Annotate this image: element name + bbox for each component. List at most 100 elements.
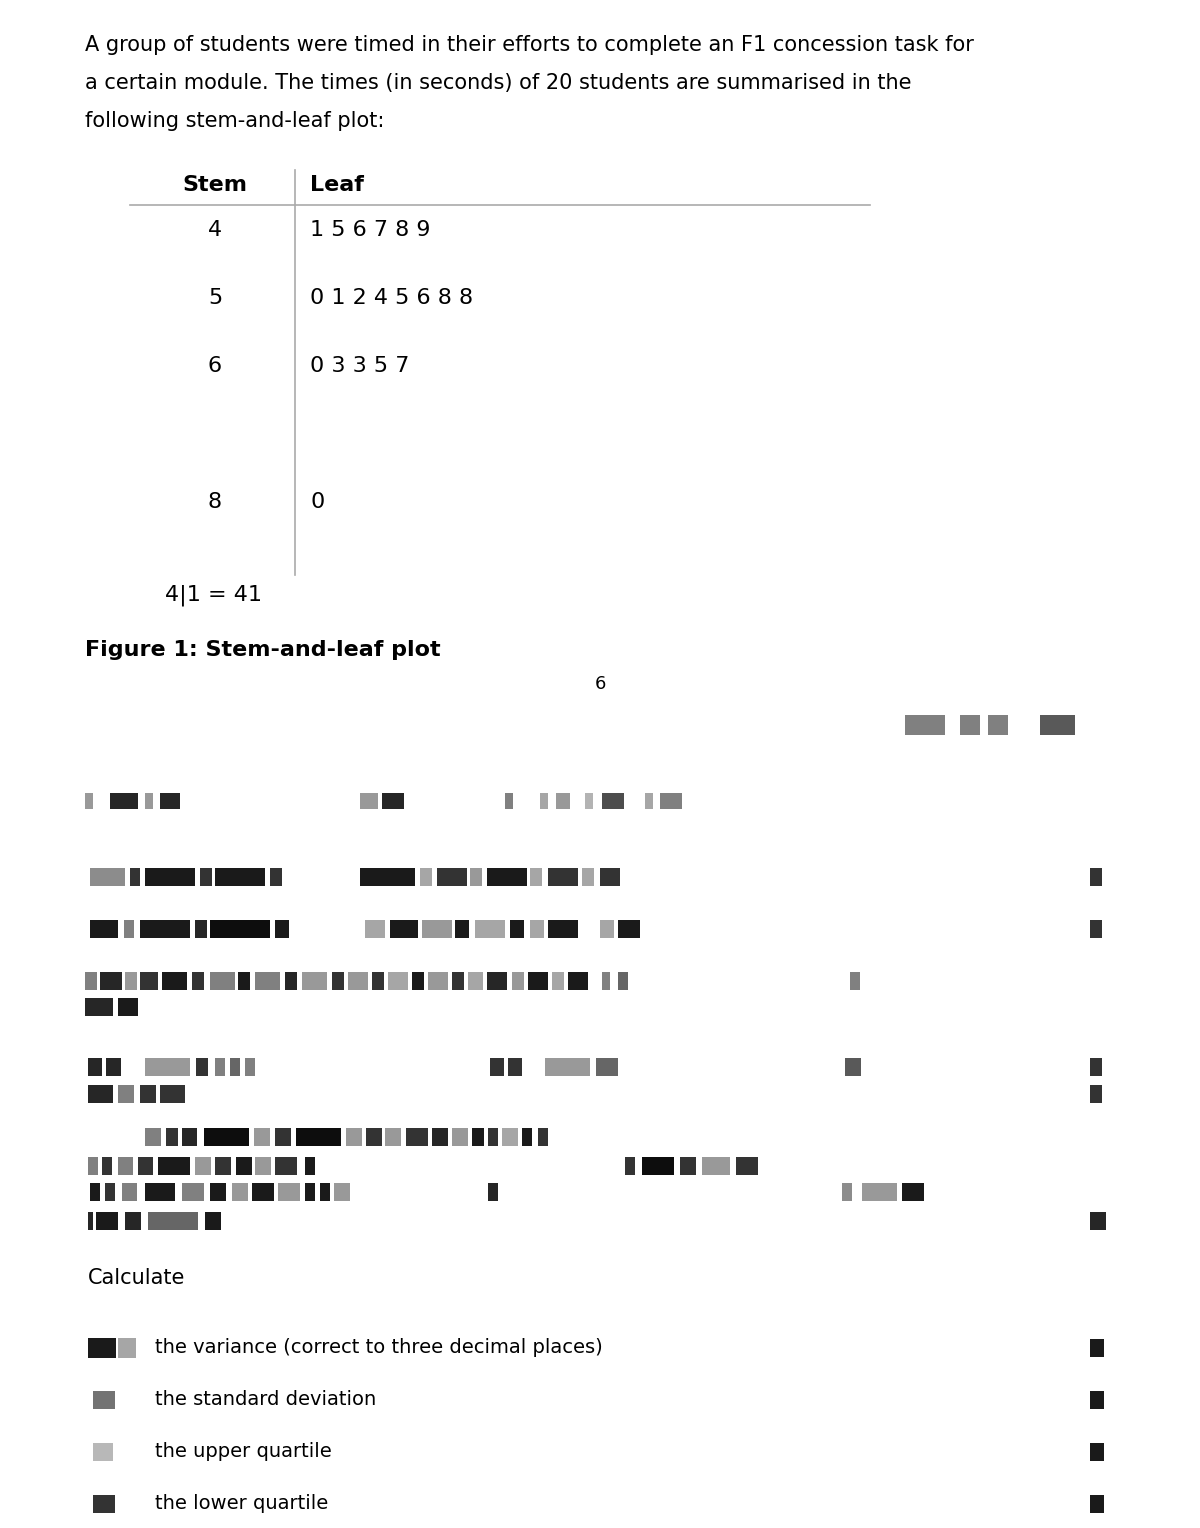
Bar [162,972,187,990]
Bar [106,1183,115,1201]
Bar [196,1057,208,1076]
Bar [1040,715,1075,735]
Bar [118,1157,133,1175]
Bar [305,1157,314,1175]
Bar [586,793,593,808]
Text: 4|1 = 41: 4|1 = 41 [166,585,262,607]
Bar [422,920,452,938]
Bar [452,972,464,990]
Bar [236,1157,252,1175]
Bar [680,1157,696,1175]
Bar [118,1339,136,1358]
Bar [510,920,524,938]
Bar [275,920,289,938]
Bar [296,1128,341,1146]
Bar [850,972,860,990]
Bar [118,1085,134,1103]
Bar [522,1128,532,1146]
Text: 6: 6 [594,675,606,694]
Bar [528,972,548,990]
Bar [160,793,180,808]
Bar [88,1085,113,1103]
Bar [862,1183,898,1201]
Bar [540,793,548,808]
Bar [488,1183,498,1201]
Bar [346,1128,362,1146]
Bar [158,1157,190,1175]
Bar [530,868,542,886]
Bar [642,1157,674,1175]
Bar [432,1128,448,1146]
Bar [140,972,158,990]
Bar [145,1057,190,1076]
Bar [215,868,265,886]
Bar [988,715,1008,735]
Text: following stem-and-leaf plot:: following stem-and-leaf plot: [85,112,384,131]
Text: Calculate: Calculate [88,1268,185,1288]
Bar [90,868,125,886]
Text: Stem: Stem [182,176,247,196]
Bar [145,868,194,886]
Bar [545,1057,590,1076]
Bar [245,1057,256,1076]
Bar [88,1339,116,1358]
Text: the standard deviation: the standard deviation [155,1390,377,1409]
Bar [488,1128,498,1146]
Text: 0: 0 [310,492,324,512]
Text: 5: 5 [208,287,222,309]
Bar [118,998,138,1016]
Bar [600,920,614,938]
Bar [1090,1442,1104,1461]
Bar [125,972,137,990]
Text: the lower quartile: the lower quartile [155,1494,329,1513]
Bar [278,1183,300,1201]
Bar [512,972,524,990]
Bar [1090,920,1102,938]
Bar [366,1128,382,1146]
Bar [845,1057,862,1076]
Bar [140,1085,156,1103]
Bar [275,1157,298,1175]
Bar [455,920,469,938]
Bar [122,1183,137,1201]
Bar [94,1390,115,1409]
Bar [348,972,368,990]
Bar [145,1183,175,1201]
Bar [302,972,326,990]
Bar [100,972,122,990]
Bar [145,1128,161,1146]
Bar [600,868,620,886]
Bar [254,1128,270,1146]
Bar [210,972,235,990]
Bar [166,1128,178,1146]
Bar [215,1157,230,1175]
Text: 0 3 3 5 7: 0 3 3 5 7 [310,356,409,376]
Bar [530,920,544,938]
Bar [94,1494,115,1513]
Bar [406,1128,428,1146]
Text: A group of students were timed in their efforts to complete an F1 concession tas: A group of students were timed in their … [85,35,974,55]
Bar [238,972,250,990]
Bar [736,1157,758,1175]
Bar [472,1128,484,1146]
Bar [372,972,384,990]
Bar [1090,868,1102,886]
Bar [102,1157,112,1175]
Bar [205,1212,221,1230]
Bar [88,1157,98,1175]
Bar [548,868,578,886]
Bar [842,1183,852,1201]
Bar [204,1128,250,1146]
Bar [256,1157,271,1175]
Bar [85,998,113,1016]
Text: 6: 6 [208,356,222,376]
Bar [487,972,508,990]
Bar [556,793,570,808]
Bar [210,920,270,938]
Bar [437,868,467,886]
Bar [452,1128,468,1146]
Text: Leaf: Leaf [310,176,364,196]
Bar [1090,1339,1104,1357]
Bar [552,972,564,990]
Bar [702,1157,730,1175]
